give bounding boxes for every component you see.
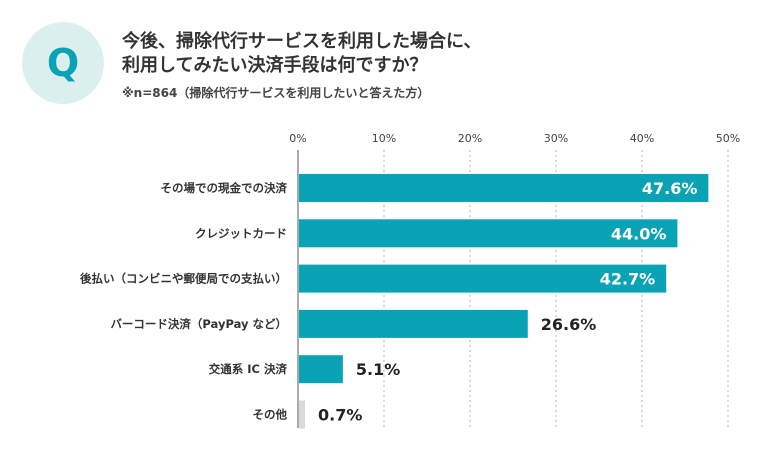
bar — [299, 264, 667, 293]
tick-label: 50% — [716, 132, 740, 145]
value-label: 44.0% — [611, 224, 667, 243]
tick-label: 30% — [544, 132, 568, 145]
value-label: 42.7% — [600, 270, 656, 289]
bar — [299, 174, 709, 202]
value-label: 47.6% — [642, 179, 698, 198]
category-label: 後払い（コンビニや郵便局での支払い） — [80, 272, 287, 286]
category-label: 交通系 IC 決済 — [209, 362, 288, 376]
sample-note: ※n=864（掃除代行サービスを利用したいと答えた方） — [122, 86, 430, 100]
value-label: 0.7% — [318, 406, 362, 425]
category-label: その場での現金での決済 — [161, 181, 288, 195]
question-text: 今後、掃除代行サービスを利用した場合に、 利用してみたい決済手段は何ですか？ — [122, 30, 481, 78]
category-label: クレジットカード — [195, 226, 287, 240]
category-label: その他 — [253, 408, 288, 422]
value-label: 26.6% — [541, 315, 597, 334]
tick-label: 20% — [458, 132, 482, 145]
q-letter: Q — [46, 41, 80, 85]
value-label: 5.1% — [356, 360, 400, 379]
bar — [299, 355, 343, 384]
category-label: バーコード決済（PayPay など） — [110, 317, 287, 331]
tick-label: 40% — [630, 132, 654, 145]
bar — [299, 400, 306, 429]
bar — [299, 309, 528, 338]
question-line-1: 今後、掃除代行サービスを利用した場合に、 — [122, 31, 482, 52]
question-badge: Q — [22, 22, 104, 104]
bar — [299, 219, 678, 248]
question-line-2: 利用してみたい決済手段は何ですか？ — [122, 55, 428, 76]
tick-label: 10% — [372, 132, 396, 145]
tick-label: 0% — [289, 132, 306, 145]
